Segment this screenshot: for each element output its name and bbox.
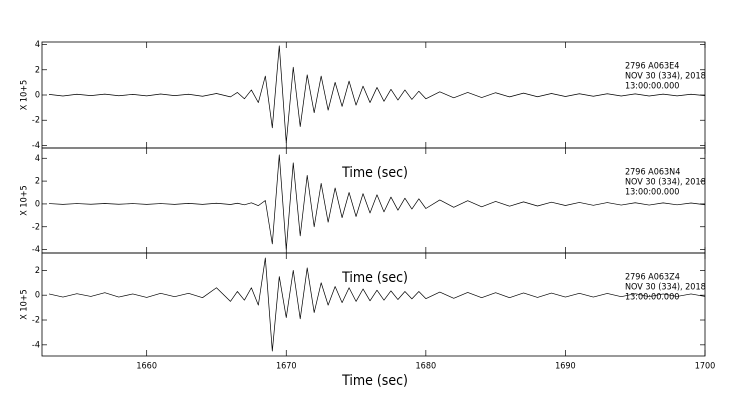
x-axis-label: Time (sec) (341, 270, 408, 286)
y-tick-label: -4 (32, 245, 40, 255)
y-tick-label: -4 (32, 141, 40, 151)
y-tick-label: 0 (35, 199, 40, 209)
annotation: 13:00:00.000 (625, 293, 679, 303)
y-tick-label: -2 (32, 116, 40, 126)
trace (48, 45, 706, 144)
annotation: 2796 A063Z4 (625, 273, 680, 283)
trace (48, 257, 706, 352)
y-axis-label: X 10+5 (20, 80, 30, 110)
y-tick-label: 2 (35, 177, 40, 187)
x-tick-label: 1700 (695, 362, 716, 372)
trace (48, 154, 706, 250)
y-tick-label: 2 (35, 65, 40, 75)
x-tick-label: 1680 (416, 362, 437, 372)
x-tick-label: 1660 (136, 362, 157, 372)
annotation: NOV 30 (334), 2018 (625, 72, 706, 82)
x-tick-label: 1670 (276, 362, 297, 372)
annotation: NOV 30 (334), 2018 (625, 178, 706, 188)
y-tick-label: 0 (35, 291, 40, 301)
x-tick-label: 1690 (555, 362, 576, 372)
y-tick-label: -2 (32, 222, 40, 232)
annotation: NOV 30 (334), 2018 (625, 283, 706, 293)
y-tick-label: 4 (35, 40, 40, 50)
annotation: 2796 A063E4 (625, 62, 679, 72)
y-axis-label: X 10+5 (20, 289, 30, 319)
y-tick-label: -2 (32, 316, 40, 326)
panel-frame (41, 147, 706, 254)
annotation: 2796 A063N4 (625, 168, 680, 178)
y-tick-label: 4 (35, 154, 40, 164)
panel-frame (41, 252, 706, 357)
y-tick-label: 0 (35, 91, 40, 101)
y-tick-label: 2 (35, 266, 40, 276)
y-axis-label: X 10+5 (20, 185, 30, 215)
y-tick-label: -4 (32, 340, 40, 350)
x-axis-label: Time (sec) (341, 373, 408, 389)
annotation: 13:00:00.000 (625, 82, 679, 92)
annotation: 13:00:00.000 (625, 188, 679, 198)
x-axis-label: Time (sec) (341, 165, 408, 181)
